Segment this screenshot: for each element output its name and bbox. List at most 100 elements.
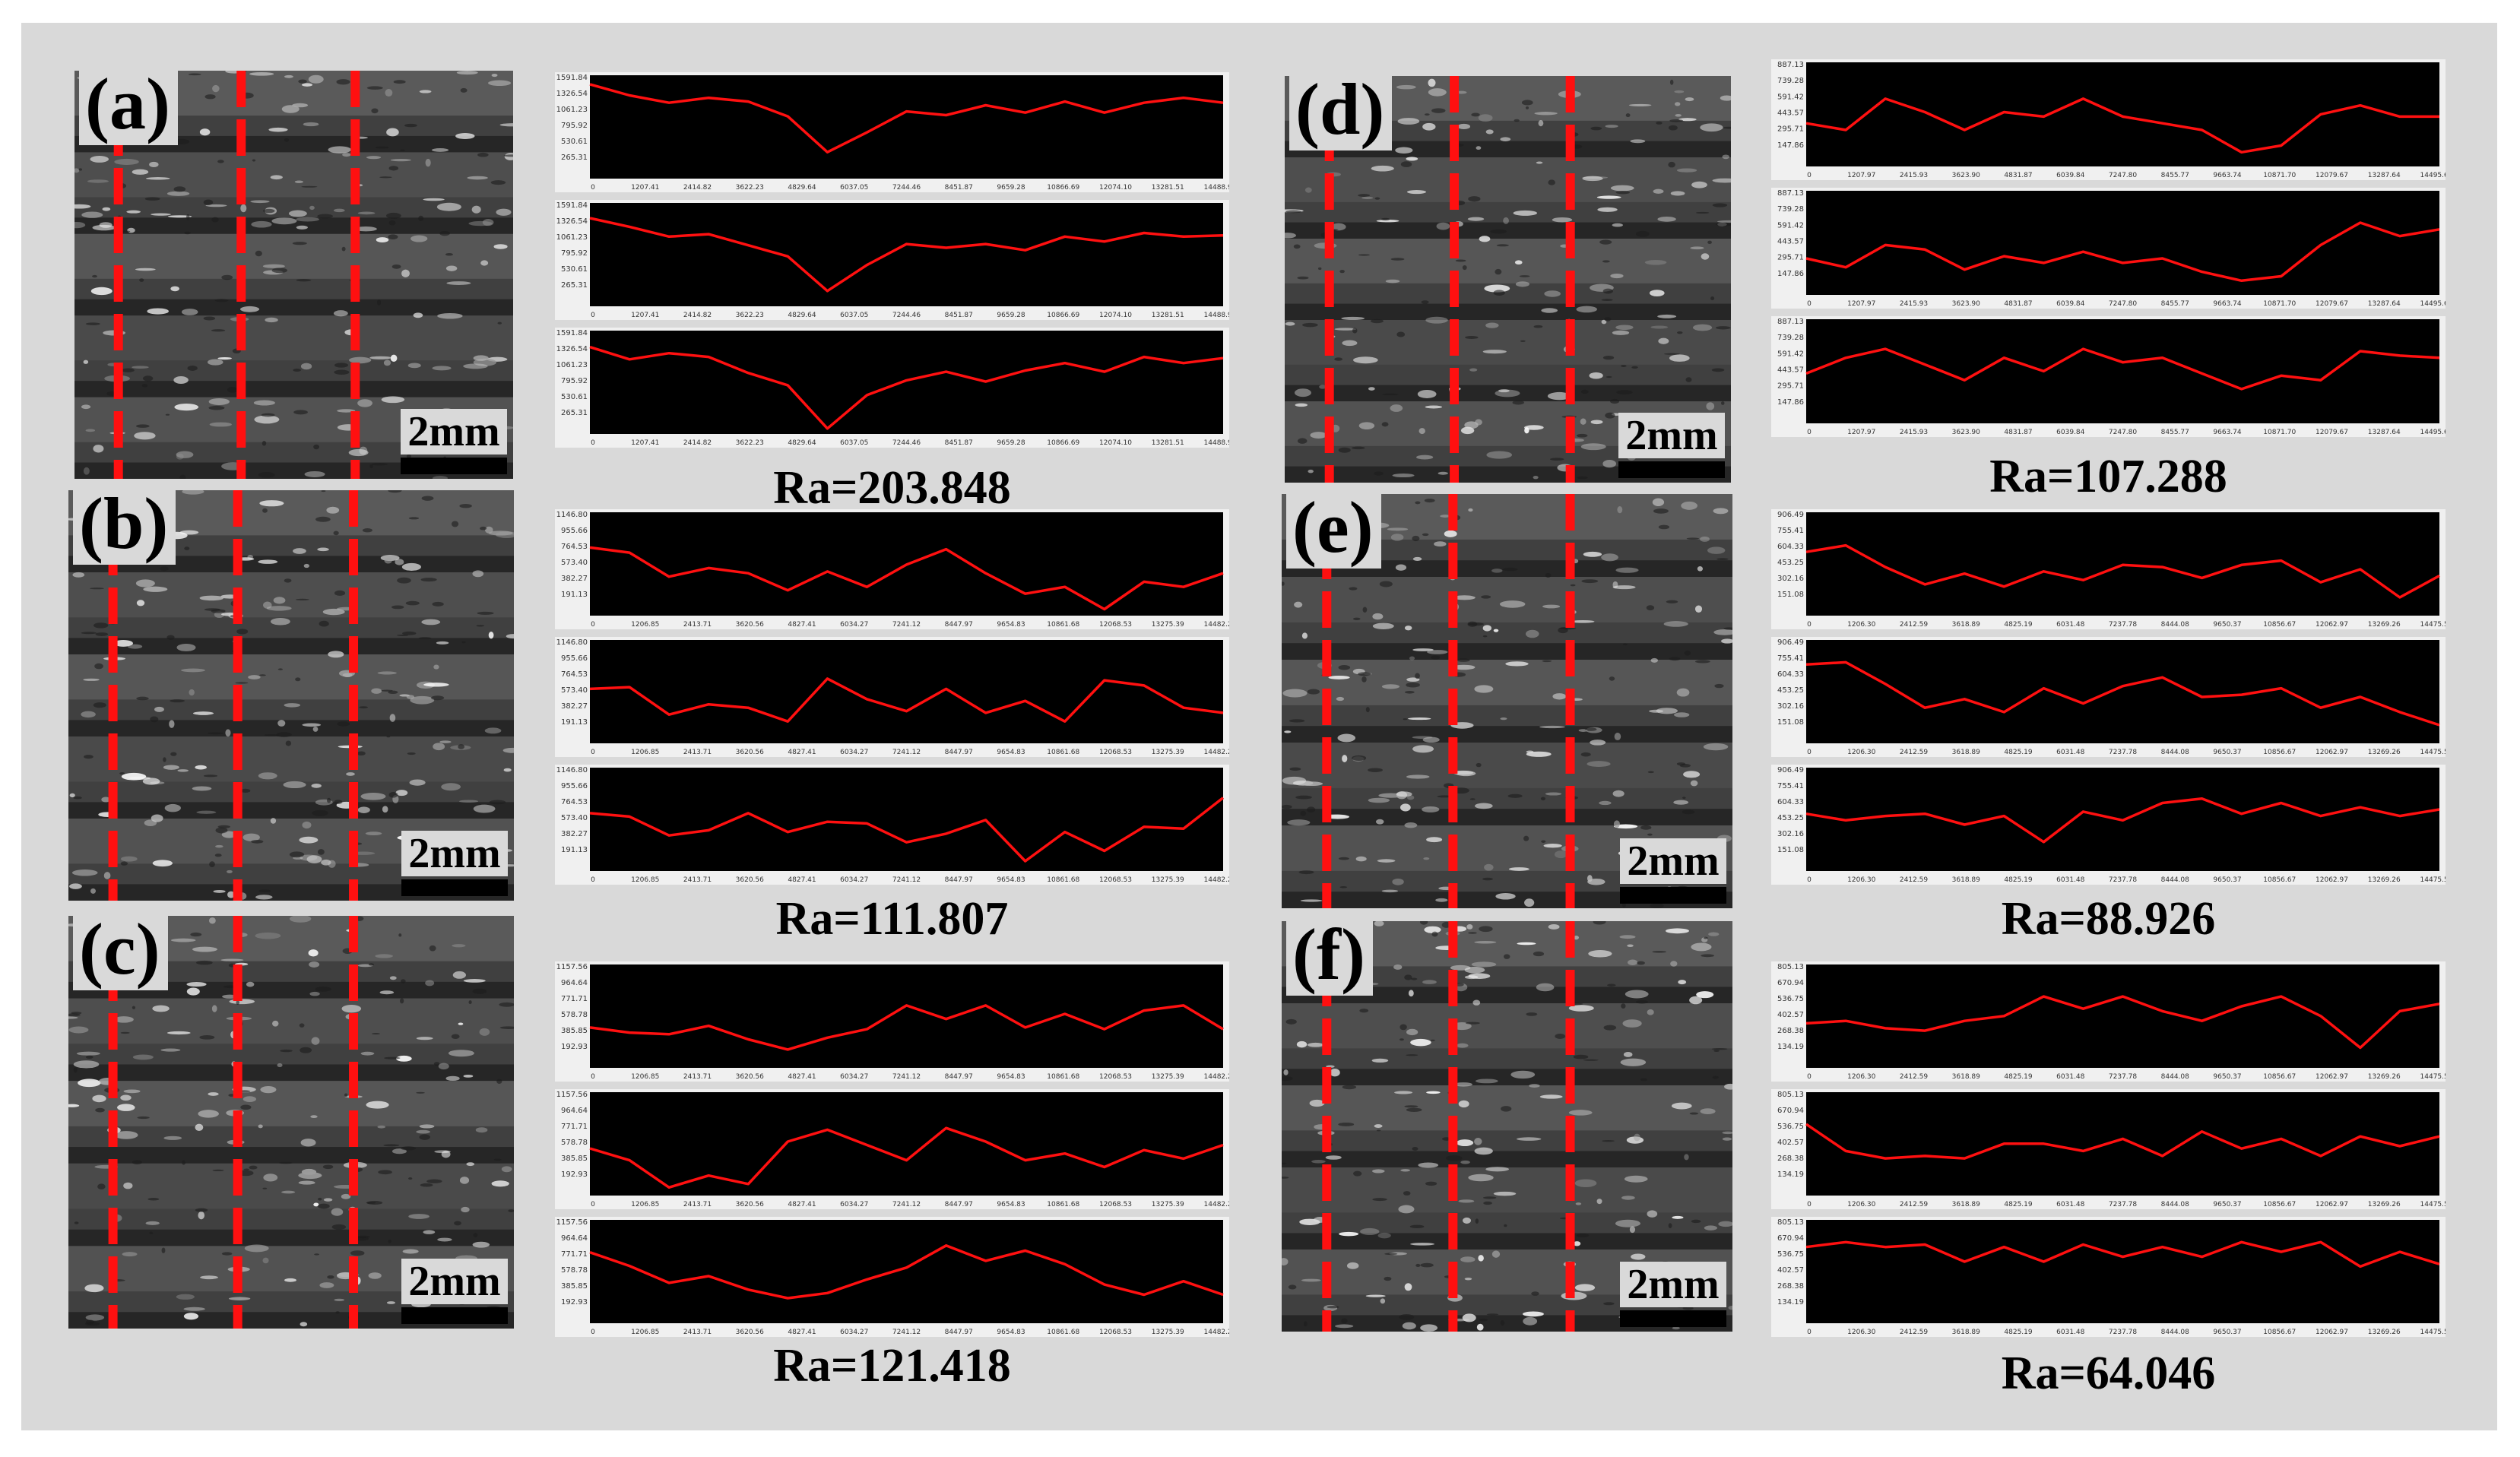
y-tick-label: 1326.54 bbox=[556, 345, 588, 353]
x-tick-label: 8455.77 bbox=[2161, 300, 2189, 308]
x-tick-label: 9654.83 bbox=[997, 1073, 1025, 1081]
x-tick-label: 6031.48 bbox=[2056, 1201, 2084, 1208]
x-tick-label: 1207.41 bbox=[631, 184, 659, 192]
x-tick-label: 14475.56 bbox=[2420, 1201, 2446, 1208]
x-tick-label: 14488.92 bbox=[1204, 312, 1229, 319]
x-tick-label: 0 bbox=[591, 1073, 595, 1081]
profile-d-3: 887.13 739.28 591.42 443.57 295.71 147.86 0 120… bbox=[1771, 316, 2446, 437]
profile-chart: 887.13 739.28 591.42 443.57 295.71 147.86 0 120… bbox=[1777, 318, 2446, 436]
x-tick-label: 4827.41 bbox=[788, 876, 816, 884]
y-tick-label: 268.38 bbox=[1777, 1027, 1804, 1035]
plot-area bbox=[1806, 319, 2439, 423]
profile-d-2: 887.13 739.28 591.42 443.57 295.71 147.86 0 120… bbox=[1771, 188, 2446, 309]
y-tick-label: 453.25 bbox=[1777, 686, 1804, 695]
x-tick-label: 7241.12 bbox=[892, 1329, 921, 1336]
y-tick-label: 591.42 bbox=[1777, 221, 1804, 230]
x-tick-label: 0 bbox=[1807, 429, 1812, 436]
x-tick-label: 9654.83 bbox=[997, 749, 1025, 756]
plot-area bbox=[590, 75, 1223, 179]
x-tick-label: 4827.41 bbox=[788, 749, 816, 756]
x-tick-label: 7241.12 bbox=[892, 876, 921, 884]
x-tick-label: 9650.37 bbox=[2213, 876, 2241, 884]
y-tick-label: 755.41 bbox=[1777, 782, 1804, 790]
x-tick-label: 9654.83 bbox=[997, 621, 1025, 629]
plot-area bbox=[590, 640, 1223, 743]
y-tick-label: 964.64 bbox=[561, 979, 588, 987]
x-tick-label: 14475.56 bbox=[2420, 1073, 2446, 1081]
y-tick-label: 443.57 bbox=[1777, 366, 1804, 375]
x-tick-label: 4825.19 bbox=[2004, 621, 2032, 629]
x-tick-label: 14495.60 bbox=[2420, 300, 2446, 308]
x-tick-label: 0 bbox=[1807, 621, 1812, 629]
y-tick-label: 382.27 bbox=[561, 830, 588, 838]
x-tick-label: 10856.67 bbox=[2263, 876, 2296, 884]
y-tick-label: 192.93 bbox=[561, 1170, 588, 1179]
x-tick-label: 6034.27 bbox=[840, 1329, 868, 1336]
x-tick-label: 12062.97 bbox=[2316, 621, 2348, 629]
x-tick-label: 12074.10 bbox=[1099, 439, 1132, 447]
x-tick-label: 13281.51 bbox=[1152, 184, 1184, 192]
ra-value: Ra=64.046 bbox=[2001, 1348, 2216, 1399]
x-tick-label: 3618.89 bbox=[1952, 1329, 1980, 1336]
x-tick-label: 14488.92 bbox=[1204, 184, 1229, 192]
x-tick-label: 4827.41 bbox=[788, 1073, 816, 1081]
x-tick-label: 7247.80 bbox=[2109, 172, 2137, 179]
x-tick-label: 0 bbox=[591, 876, 595, 884]
x-tick-label: 7244.46 bbox=[892, 439, 921, 447]
x-tick-label: 13275.39 bbox=[1152, 1073, 1184, 1081]
x-tick-label: 14482.24 bbox=[1204, 1329, 1229, 1336]
x-tick-label: 4829.64 bbox=[788, 312, 816, 319]
x-tick-label: 10871.70 bbox=[2263, 300, 2296, 308]
x-tick-label: 13269.26 bbox=[2368, 621, 2401, 629]
y-tick-label: 755.41 bbox=[1777, 654, 1804, 663]
scale-bar: 2mm bbox=[401, 409, 507, 474]
y-tick-label: 906.49 bbox=[1777, 766, 1804, 774]
y-tick-label: 771.71 bbox=[561, 1250, 588, 1259]
profile-e-1: 906.49 755.41 604.33 453.25 302.16 151.08 0 120… bbox=[1771, 509, 2446, 629]
scale-bar: 2mm bbox=[1620, 1262, 1726, 1327]
x-tick-label: 9650.37 bbox=[2213, 1329, 2241, 1336]
x-tick-label: 3620.56 bbox=[736, 1073, 764, 1081]
x-tick-label: 2412.59 bbox=[1900, 1329, 1928, 1336]
x-tick-label: 2414.82 bbox=[683, 184, 712, 192]
y-tick-label: 385.85 bbox=[561, 1027, 588, 1035]
y-tick-label: 1146.80 bbox=[556, 511, 588, 519]
panel-label: (b) bbox=[73, 484, 176, 565]
profile-chart: 906.49 755.41 604.33 453.25 302.16 151.08 0 120… bbox=[1777, 766, 2446, 884]
scale-bar-line bbox=[1620, 1310, 1726, 1327]
plot-area bbox=[1806, 191, 2439, 295]
y-tick-label: 573.40 bbox=[561, 686, 588, 695]
profile-chart: 906.49 755.41 604.33 453.25 302.16 151.08 0 120… bbox=[1777, 638, 2446, 756]
profile-f-3: 805.13 670.94 536.75 402.57 268.38 134.19 0 120… bbox=[1771, 1217, 2446, 1337]
x-tick-label: 4827.41 bbox=[788, 621, 816, 629]
x-tick-label: 7237.78 bbox=[2109, 876, 2137, 884]
x-tick-label: 0 bbox=[591, 312, 595, 319]
x-tick-label: 2415.93 bbox=[1900, 172, 1928, 179]
x-tick-label: 9654.83 bbox=[997, 1329, 1025, 1336]
x-tick-label: 13275.39 bbox=[1152, 876, 1184, 884]
x-tick-label: 12068.53 bbox=[1099, 621, 1132, 629]
y-tick-label: 151.08 bbox=[1777, 591, 1804, 599]
x-tick-label: 7244.46 bbox=[892, 184, 921, 192]
y-tick-label: 134.19 bbox=[1777, 1043, 1804, 1051]
x-tick-label: 2413.71 bbox=[683, 1073, 712, 1081]
x-tick-label: 10856.67 bbox=[2263, 749, 2296, 756]
profile-chart: 805.13 670.94 536.75 402.57 268.38 134.19 0 120… bbox=[1777, 1218, 2446, 1336]
y-tick-label: 887.13 bbox=[1777, 318, 1804, 326]
y-tick-label: 739.28 bbox=[1777, 334, 1804, 342]
x-tick-label: 3620.56 bbox=[736, 1201, 764, 1208]
x-tick-label: 12062.97 bbox=[2316, 749, 2348, 756]
y-tick-label: 591.42 bbox=[1777, 350, 1804, 358]
y-tick-label: 964.64 bbox=[561, 1107, 588, 1115]
x-tick-label: 14482.24 bbox=[1204, 621, 1229, 629]
x-tick-label: 6039.84 bbox=[2056, 300, 2084, 308]
x-tick-label: 6034.27 bbox=[840, 621, 868, 629]
y-tick-label: 670.94 bbox=[1777, 1234, 1804, 1243]
x-tick-label: 2414.82 bbox=[683, 312, 712, 319]
x-tick-label: 7237.78 bbox=[2109, 1329, 2137, 1336]
x-tick-label: 2413.71 bbox=[683, 1201, 712, 1208]
x-tick-label: 4825.19 bbox=[2004, 749, 2032, 756]
x-tick-label: 10856.67 bbox=[2263, 1329, 2296, 1336]
x-tick-label: 3618.89 bbox=[1952, 1201, 1980, 1208]
y-tick-label: 265.31 bbox=[561, 281, 588, 290]
